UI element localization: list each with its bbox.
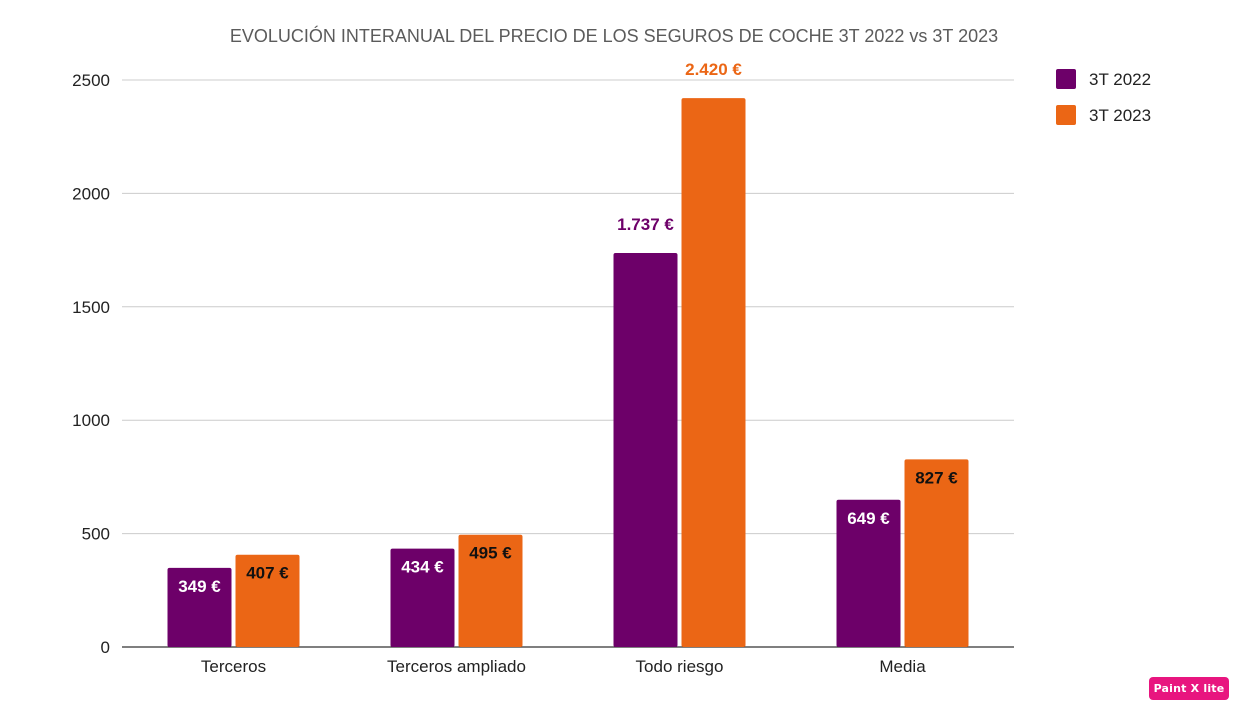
bar-3t2023: [458, 534, 523, 647]
data-label: 827 €: [915, 468, 958, 487]
legend: 3T 2022 3T 2023: [1056, 69, 1151, 125]
bar-3t2022: [167, 567, 232, 647]
y-tick-label: 2000: [72, 184, 110, 203]
data-label: 407 €: [246, 564, 289, 583]
y-tick-label: 1000: [72, 411, 110, 430]
data-label: 495 €: [469, 544, 512, 563]
data-label: 649 €: [847, 509, 890, 528]
bar-3t2022: [390, 548, 455, 647]
x-tick-label: Terceros ampliado: [387, 657, 526, 676]
data-label: 1.737 €: [617, 215, 674, 234]
legend-label: 3T 2023: [1089, 106, 1151, 125]
bars: [167, 98, 969, 648]
bar-3t2022: [836, 499, 901, 647]
data-label: 434 €: [401, 558, 444, 577]
y-axis-ticks: 0 500 1000 1500 2000 2500: [72, 71, 110, 657]
x-tick-label: Todo riesgo: [636, 657, 724, 676]
bar-3t2023: [681, 98, 746, 648]
data-labels: 349 € 407 € 434 € 495 € 1.737 € 2.420 € 649 € 8…: [178, 60, 958, 596]
legend-swatch: [1056, 69, 1076, 89]
watermark-badge: Paint X lite: [1149, 677, 1229, 700]
x-axis-ticks: Terceros Terceros ampliado Todo riesgo Medi…: [201, 657, 926, 676]
bar-3t2023: [235, 554, 300, 647]
x-tick-label: Media: [879, 657, 926, 676]
data-label: 2.420 €: [685, 60, 742, 79]
y-tick-label: 2500: [72, 71, 110, 90]
bar-3t2023: [904, 459, 969, 647]
legend-label: 3T 2022: [1089, 70, 1151, 89]
x-tick-label: Terceros: [201, 657, 266, 676]
bar-3t2022: [613, 253, 678, 647]
chart-title: EVOLUCIÓN INTERANUAL DEL PRECIO DE LOS S…: [230, 25, 998, 46]
data-label: 349 €: [178, 577, 221, 596]
y-tick-label: 1500: [72, 298, 110, 317]
y-tick-label: 0: [101, 638, 110, 657]
legend-swatch: [1056, 105, 1076, 125]
y-tick-label: 500: [82, 525, 110, 544]
